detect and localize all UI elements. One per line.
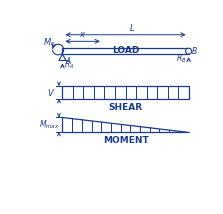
Polygon shape bbox=[59, 54, 66, 60]
Polygon shape bbox=[62, 117, 189, 132]
Text: $B$: $B$ bbox=[191, 45, 198, 56]
Text: $M_0$: $M_0$ bbox=[43, 36, 56, 49]
Text: MOMENT: MOMENT bbox=[103, 136, 148, 145]
Text: $A$: $A$ bbox=[64, 55, 72, 66]
Bar bbox=[62, 86, 189, 99]
Text: $R_A$: $R_A$ bbox=[64, 58, 75, 71]
Text: $M_{max}$: $M_{max}$ bbox=[39, 118, 60, 131]
Text: SHEAR: SHEAR bbox=[108, 103, 142, 112]
Text: $R_B$: $R_B$ bbox=[176, 53, 187, 65]
Bar bbox=[62, 48, 189, 54]
Text: $L$: $L$ bbox=[129, 22, 136, 33]
Text: LOAD: LOAD bbox=[112, 46, 139, 55]
Text: $x$: $x$ bbox=[79, 30, 86, 39]
Circle shape bbox=[186, 48, 192, 54]
Text: $V$: $V$ bbox=[47, 87, 55, 98]
